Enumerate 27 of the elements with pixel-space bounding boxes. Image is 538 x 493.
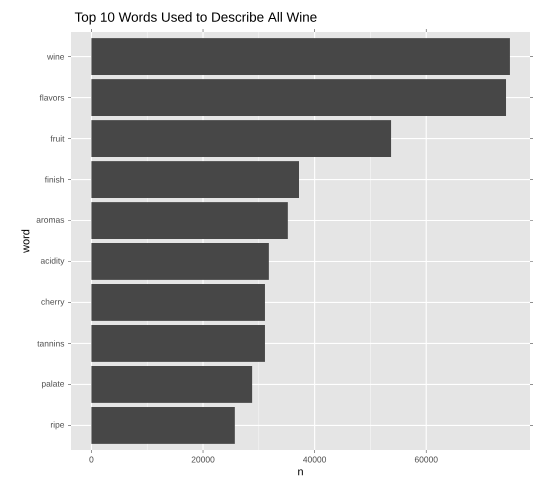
bar	[91, 406, 235, 444]
y-tick-label: cherry	[41, 298, 64, 306]
bar	[91, 243, 269, 280]
y-tick-label: fruit	[50, 135, 64, 142]
bar	[91, 366, 252, 403]
bar	[91, 161, 299, 198]
bar	[91, 79, 506, 116]
y-tick-label: finish	[44, 176, 64, 183]
bar	[91, 202, 288, 239]
y-tick-label: ripe	[50, 421, 64, 430]
y-tick-label: wine	[47, 53, 64, 60]
bar	[91, 38, 510, 76]
y-tick-label: palate	[42, 380, 64, 388]
x-tick-label: 40000	[303, 456, 326, 463]
x-tick-label: 20000	[192, 456, 214, 463]
chart-title: Top 10 Words Used to Describe All Wine	[74, 12, 317, 24]
y-tick-label: tannins	[37, 340, 64, 347]
bar	[91, 325, 265, 362]
y-tick-label: aromas	[36, 218, 64, 223]
bar	[91, 284, 265, 321]
x-tick-label: 60000	[414, 456, 438, 463]
x-axis-title: n	[298, 469, 303, 476]
x-tick-label: 0	[89, 456, 94, 463]
y-axis-title: word	[21, 230, 30, 253]
bar	[91, 120, 392, 157]
y-tick-label: flavors	[40, 94, 64, 101]
y-tick-label: acidity	[40, 258, 64, 266]
